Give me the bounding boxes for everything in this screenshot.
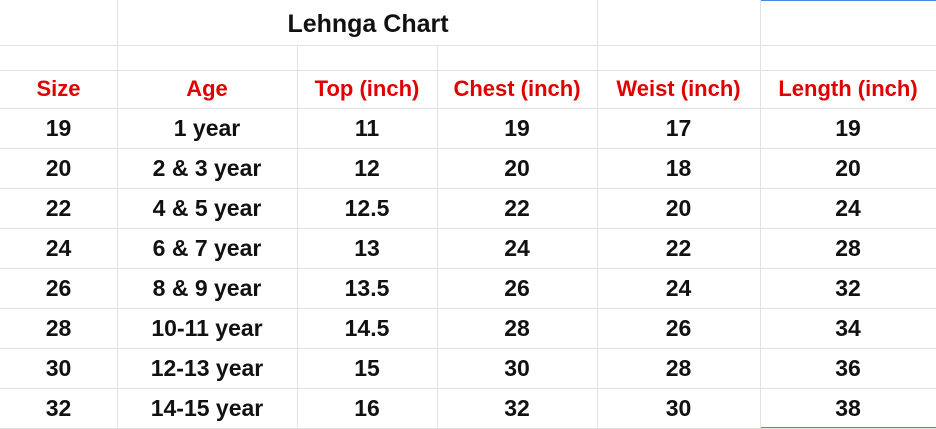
table-cell: 26 (665, 314, 692, 341)
grid-line (0, 388, 936, 389)
column-header: Length (inch) (778, 76, 918, 101)
table-cell: 1 year (173, 114, 241, 141)
table-title: Lehnga Chart (287, 9, 449, 38)
table-cell: 32 (835, 274, 861, 301)
column-header: Age (186, 76, 228, 101)
column-header: Weist (inch) (616, 76, 741, 101)
table-cell: 12-13 year (150, 354, 264, 381)
table-cell: 19 (45, 114, 72, 141)
grid-line (0, 148, 936, 149)
table-cell: 22 (665, 234, 692, 261)
column-header: Top (inch) (314, 76, 420, 101)
table-cell: 6 & 7 year (152, 234, 262, 261)
grid-line (117, 0, 118, 429)
table-cell: 26 (45, 274, 72, 301)
table-cell: 12.5 (344, 194, 390, 221)
grid-line (597, 0, 598, 429)
grid-line (0, 70, 936, 71)
table-cell: 17 (665, 114, 692, 141)
table-cell: 24 (45, 234, 72, 261)
column-header: Chest (inch) (453, 76, 581, 101)
table-cell: 24 (835, 194, 861, 221)
table-cell: 28 (45, 314, 72, 341)
table-cell: 15 (354, 354, 380, 381)
table-cell: 13.5 (344, 274, 390, 301)
table-cell: 22 (504, 194, 530, 221)
grid-line (0, 228, 936, 229)
table-cell: 28 (665, 354, 692, 381)
table-cell: 20 (45, 154, 72, 181)
table-cell: 32 (45, 394, 72, 421)
table-cell: 14.5 (344, 314, 390, 341)
table-cell: 16 (354, 394, 380, 421)
table-cell: 20 (665, 194, 692, 221)
table-cell: 30 (504, 354, 530, 381)
table-cell: 20 (504, 154, 530, 181)
table-cell: 24 (504, 234, 530, 261)
table-cell: 14-15 year (150, 394, 264, 421)
table-cell: 19 (835, 114, 861, 141)
table-cell: 26 (504, 274, 530, 301)
table-cell: 20 (835, 154, 861, 181)
grid-line (0, 348, 936, 349)
table-cell: 8 & 9 year (152, 274, 262, 301)
table-cell: 10-11 year (151, 314, 263, 341)
table-cell: 30 (665, 394, 692, 421)
table-cell: 2 & 3 year (152, 154, 262, 181)
table-cell: 28 (835, 234, 861, 261)
grid-line (437, 45, 438, 429)
table-cell: 22 (45, 194, 72, 221)
table-cell: 32 (504, 394, 530, 421)
table-cell: 36 (835, 354, 861, 381)
column-header: Size (36, 76, 81, 101)
grid-line (0, 308, 936, 309)
table-cell: 38 (835, 394, 861, 421)
table-cell: 13 (354, 234, 380, 261)
grid-line (297, 45, 298, 429)
grid-line (0, 45, 936, 46)
table-cell: 11 (354, 114, 380, 141)
selection-edge (760, 0, 936, 1)
table-cell: 24 (665, 274, 692, 301)
table-cell: 18 (665, 154, 692, 181)
table-cell: 34 (835, 314, 861, 341)
table-cell: 28 (504, 314, 530, 341)
table-cell: 4 & 5 year (152, 194, 262, 221)
grid-line (0, 108, 936, 109)
grid-line (0, 188, 936, 189)
table-cell: 30 (45, 354, 72, 381)
grid-line (760, 0, 761, 429)
table-cell: 12 (354, 154, 380, 181)
grid-line (0, 268, 936, 269)
table-cell: 19 (504, 114, 530, 141)
